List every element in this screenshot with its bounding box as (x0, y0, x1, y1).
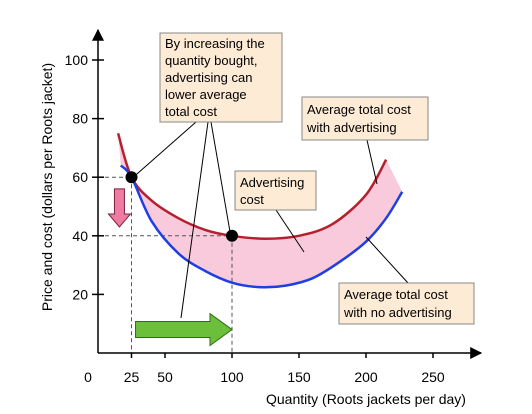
x-tick-label: 0 (84, 369, 92, 385)
leader-to-with-advertising-curve (366, 139, 378, 185)
point-b (226, 229, 238, 242)
annotation-no-advertising-line: with no advertising (343, 305, 452, 320)
leader-to-band (275, 209, 305, 253)
leader-to-point-a (135, 121, 197, 176)
guide-lines (98, 176, 233, 353)
annotation-advertising-cost-line: Advertising (240, 175, 304, 190)
annotation-no-advertising-line: Average total cost (344, 287, 448, 302)
advertising-cost-band (118, 133, 403, 288)
leader-to-point-b (210, 121, 231, 232)
x-tick-label: 100 (220, 369, 244, 385)
y-tick-label: 100 (65, 52, 89, 68)
annotation-advertising-cost: Advertising cost (234, 170, 317, 211)
x-tick-label: 50 (157, 369, 173, 385)
annotation-increase-line: quantity bought, (165, 53, 258, 68)
annotation-increase-line: By increasing the (165, 36, 265, 51)
annotation-advertising-cost-line: cost (240, 192, 264, 207)
annotation-with-advertising-line: with advertising (306, 120, 397, 135)
no-advertising-curve (119, 164, 404, 289)
annotation-increase-line: total cost (165, 104, 217, 119)
y-tick-label: 40 (72, 228, 88, 244)
y-tick-label: 60 (72, 169, 88, 185)
x-tick-label: 25 (124, 369, 140, 385)
y-tick-label: 80 (72, 111, 88, 127)
x-axis-label: Quantity (Roots jackets per day) (266, 391, 466, 407)
down-arrow (107, 188, 132, 228)
x-tick-label: 200 (354, 369, 378, 385)
block-arrows (107, 188, 233, 347)
annotation-increase: By increasing the quantity bought, adver… (159, 32, 283, 123)
y-tick-label: 20 (72, 286, 88, 302)
annotation-no-advertising: Average total cost with no advertising (338, 282, 475, 325)
annotation-increase-line: advertising can (165, 70, 252, 85)
annotation-with-advertising: Average total cost with advertising (301, 96, 429, 141)
annotation-with-advertising-line: Average total cost (307, 102, 411, 117)
advertising-cost-band-fill (118, 133, 403, 288)
right-arrow (135, 312, 233, 347)
y-axis-label: Price and cost (dollars per Roots jacket… (39, 63, 55, 311)
point-a (125, 171, 138, 184)
axis-ticks: 0 25 50 100 150 200 250 20 40 60 80 100 (65, 52, 445, 385)
leader-to-no-advertising-curve (365, 236, 409, 284)
x-tick-label: 250 (421, 369, 445, 385)
annotation-leaders (135, 121, 409, 319)
annotation-increase-line: lower average (165, 87, 247, 102)
leader-to-right-arrow (180, 121, 209, 319)
x-tick-label: 150 (287, 369, 311, 385)
points (125, 171, 238, 242)
